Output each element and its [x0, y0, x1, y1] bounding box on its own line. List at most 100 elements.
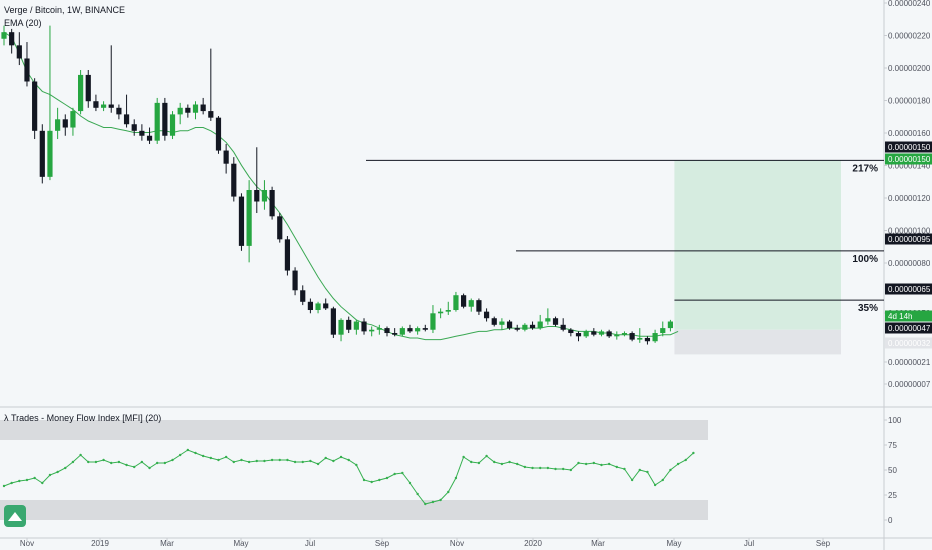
mfi-point [523, 465, 527, 469]
mfi-tick-label: 100 [888, 416, 902, 425]
mfi-line [3, 449, 694, 505]
price-marker-label: 0.00000150 [888, 143, 931, 152]
candle-body [361, 321, 367, 332]
price-tick-label: 0.00000240 [888, 0, 931, 8]
price-tick-label: 0.00000100 [888, 227, 931, 236]
candle-body [192, 104, 199, 113]
mfi-point [600, 463, 603, 467]
mfi-point [286, 458, 289, 462]
mfi-point [87, 460, 90, 464]
candle-body [39, 130, 45, 177]
mfi-point [684, 458, 687, 462]
ema-legend: EMA (20) [4, 18, 42, 28]
mfi-point [676, 462, 680, 466]
mfi-point [470, 460, 473, 464]
price-marker [885, 337, 932, 349]
mfi-point [48, 473, 52, 477]
candle-body [261, 190, 268, 202]
candle-body [307, 301, 313, 311]
mfi-point [370, 480, 373, 484]
mfi-point [117, 460, 121, 464]
candle-body [246, 190, 252, 246]
price-tick-label: 0.00000021 [888, 358, 931, 367]
candle-body [9, 32, 15, 46]
mfi-point [171, 458, 174, 462]
candle-body [70, 111, 76, 128]
mfi-point [301, 460, 304, 464]
candle-body [483, 311, 490, 319]
mfi-point [516, 462, 519, 466]
mfi-point [309, 459, 312, 463]
candle-body [116, 107, 122, 115]
mfi-point [232, 460, 235, 464]
candle-body [560, 324, 566, 330]
candle-body [177, 107, 183, 115]
candle-body [162, 102, 168, 136]
mfi-point [33, 476, 36, 480]
mfi-point [255, 459, 258, 463]
mfi-point [110, 461, 113, 465]
mfi-point [408, 481, 412, 485]
price-tick-label: 0.00000140 [888, 162, 931, 171]
mfi-point [638, 468, 641, 472]
mfi-point [64, 466, 67, 470]
mfi-point [178, 453, 182, 457]
candle-body [552, 318, 559, 325]
mfi-point [493, 460, 496, 464]
stop-zone [674, 329, 841, 355]
candle-body [330, 308, 336, 335]
candle-body [621, 333, 628, 335]
candle-body [32, 81, 38, 131]
price-tick-label: 0.00000200 [888, 64, 931, 73]
target-zone [674, 160, 841, 330]
price-tick-label: 0.00000180 [888, 97, 931, 106]
mfi-point [454, 476, 458, 480]
candle-body [430, 313, 436, 330]
candle-body [1, 32, 7, 39]
candle-body [606, 331, 612, 337]
candle-body [208, 111, 214, 118]
candle-body [78, 74, 84, 112]
mfi-point [653, 483, 657, 487]
candle-body [215, 117, 222, 151]
mfi-point [584, 462, 588, 466]
price-marker [885, 141, 932, 153]
candle-body [591, 331, 597, 335]
mfi-point [355, 463, 358, 467]
mfi-point [263, 459, 266, 463]
candle-body [292, 270, 298, 291]
mfi-point [94, 460, 98, 464]
mfi-point [646, 470, 649, 474]
candle-body [238, 196, 245, 246]
mfi-point [577, 461, 580, 465]
target-pct-label: 217% [852, 163, 878, 174]
candle-body [453, 295, 459, 311]
candle-body [200, 104, 206, 112]
candle-body [269, 190, 275, 217]
candle-body [131, 124, 137, 131]
mfi-tick-label: 25 [888, 491, 897, 500]
mfi-point [401, 471, 404, 475]
mfi-point [661, 478, 664, 482]
mfi-point [125, 463, 128, 467]
time-tick-label: Sep [816, 539, 831, 548]
mfi-point [140, 460, 144, 464]
mfi-point [10, 481, 13, 485]
candle-body [47, 130, 53, 177]
candle-body [422, 328, 428, 330]
mfi-point [201, 454, 205, 458]
candle-body [392, 333, 398, 335]
candle-body [399, 328, 405, 335]
time-tick-label: May [233, 539, 248, 548]
candle-body [93, 101, 99, 108]
mfi-point [163, 461, 167, 465]
candle-body [598, 331, 605, 335]
price-tick-label: 0.00000160 [888, 129, 931, 138]
mfi-point [630, 478, 634, 482]
mfi-point [447, 490, 450, 494]
candle-body [353, 321, 359, 330]
mfi-point [669, 468, 672, 472]
candle-body [108, 104, 114, 108]
mfi-point [71, 460, 75, 464]
